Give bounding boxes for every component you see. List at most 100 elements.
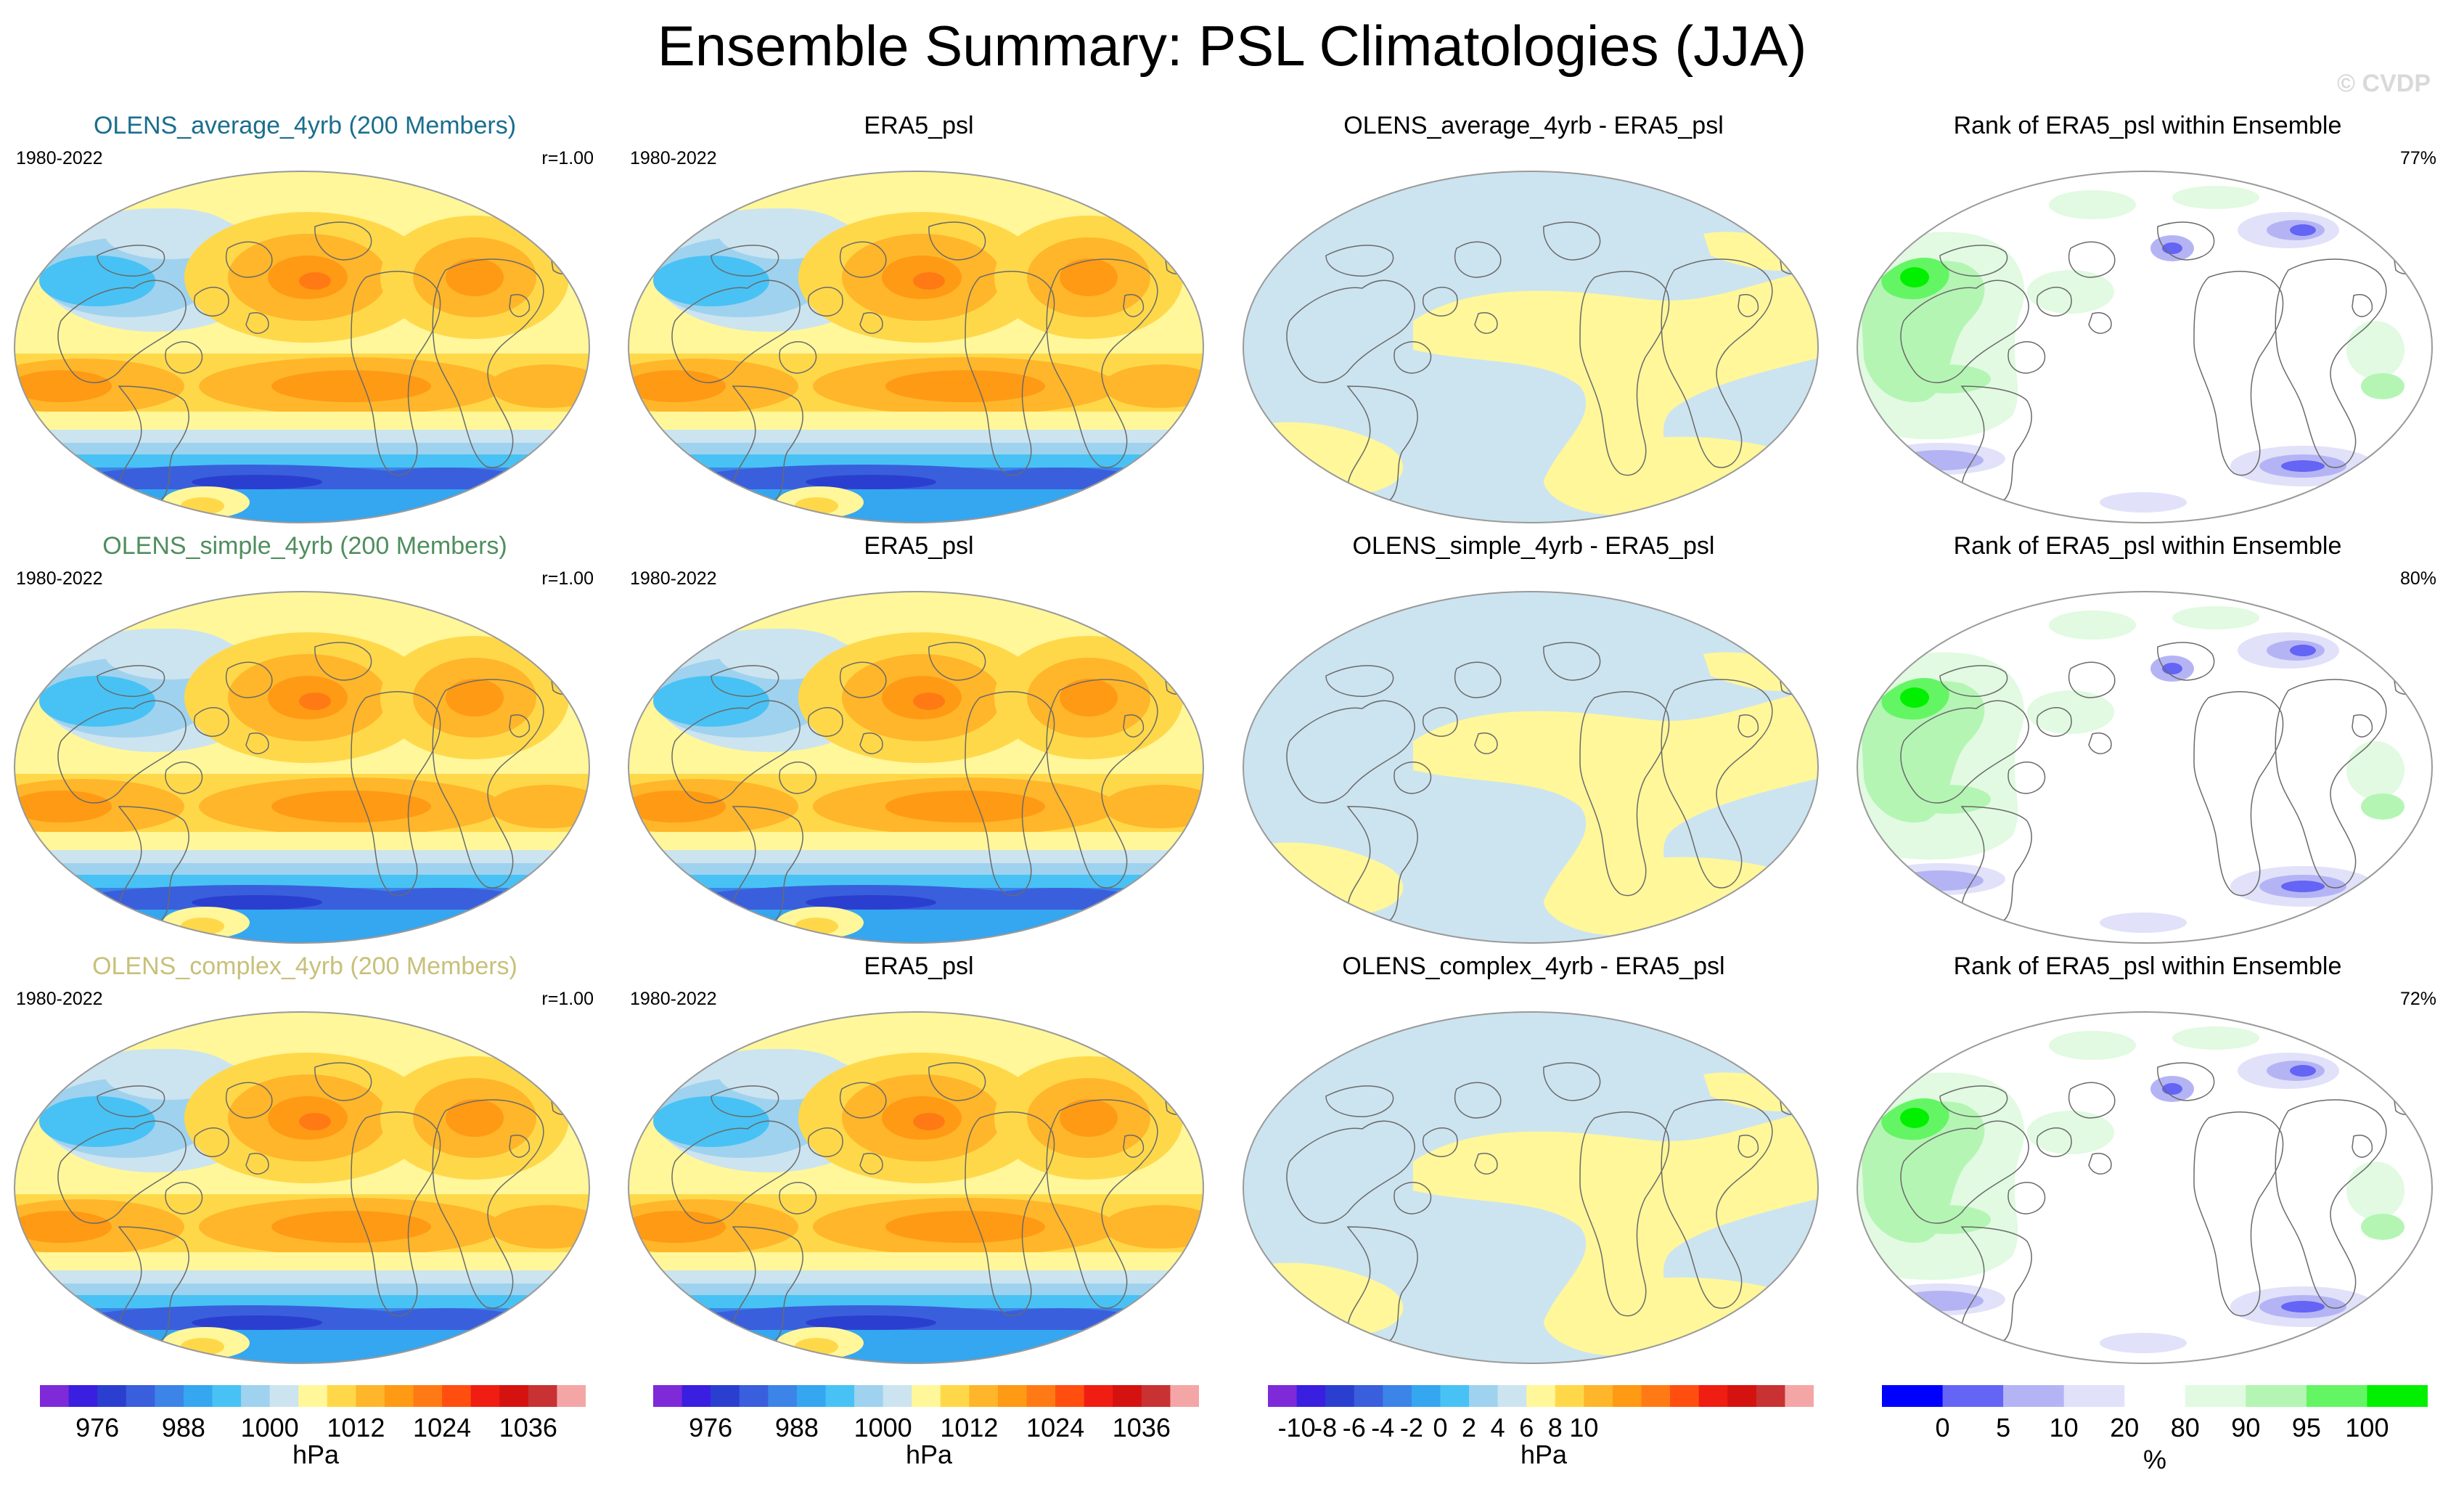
colorbar-tick: 80	[2170, 1413, 2200, 1442]
colorbar-swatch	[40, 1385, 70, 1407]
colorbar-swatch	[1141, 1385, 1171, 1407]
panel-title: Rank of ERA5_psl within Ensemble	[1953, 532, 2342, 560]
colorbar-swatch	[413, 1385, 443, 1407]
panel-title: OLENS_complex_4yrb (200 Members)	[92, 952, 517, 980]
colorbar-swatch	[1727, 1385, 1757, 1407]
colorbar-swatch	[269, 1385, 299, 1407]
field-fill	[1857, 171, 2432, 523]
colorbar-swatch	[1170, 1385, 1199, 1407]
colorbar-swatch	[1440, 1385, 1470, 1407]
colorbar-tick: 4	[1490, 1413, 1505, 1442]
colorbar-swatch	[442, 1385, 472, 1407]
colorbar-swatch	[854, 1385, 884, 1407]
period-label: 1980-2022	[16, 989, 103, 1009]
colorbar-swatch	[969, 1385, 999, 1407]
colorbar-tick: 100	[2345, 1413, 2389, 1442]
map-panel: ERA5_psl 1980-2022	[614, 112, 1224, 523]
rank-percent: 80%	[2399, 568, 2436, 589]
colorbar-swatch	[241, 1385, 271, 1407]
colorbar-swatch	[68, 1385, 98, 1407]
colorbar-swatch	[1469, 1385, 1499, 1407]
colorbar-swatch	[739, 1385, 769, 1407]
field-fill	[629, 171, 1203, 523]
colorbar-tick: 10	[2049, 1413, 2079, 1442]
colorbar-tick: 20	[2110, 1413, 2140, 1442]
colorbar-swatch	[1698, 1385, 1728, 1407]
colorbar-swatch	[1942, 1385, 2004, 1407]
period-label: 1980-2022	[16, 148, 103, 168]
colorbar-tick: 1012	[327, 1413, 385, 1442]
rank-percent: 72%	[2399, 989, 2436, 1009]
panel-title: ERA5_psl	[864, 952, 974, 980]
panel-title: OLENS_average_4yrb - ERA5_psl	[1343, 112, 1724, 139]
colorbar-swatch	[1325, 1385, 1355, 1407]
projection-map	[1857, 1011, 2433, 1364]
colorbar-tick: 976	[75, 1413, 120, 1442]
colorbar-swatch	[1612, 1385, 1642, 1407]
map-border	[1857, 171, 2433, 523]
field-fill	[1857, 1012, 2432, 1363]
colorbar-swatch	[1785, 1385, 1814, 1407]
colorbar-swatch	[1113, 1385, 1142, 1407]
map-panel: OLENS_complex_4yrb (200 Members) 1980-202…	[0, 952, 610, 1364]
colorbar-swatch	[155, 1385, 184, 1407]
colorbar-psl: 976 988 1000 1012 1024 1036 hPa	[40, 1385, 592, 1494]
projection-map	[1243, 1011, 1819, 1364]
map-panel: Rank of ERA5_psl within Ensemble 72%	[1843, 952, 2452, 1364]
map-panel: ERA5_psl 1980-2022	[614, 532, 1224, 944]
colorbar-rank: 0 5 10 20 80 90 95 100%	[1882, 1385, 2434, 1494]
map-panel: OLENS_simple_4yrb (200 Members) 1980-2022…	[0, 532, 610, 944]
colorbar-diff: -10 -8 -6 -4 -2 0 2 4 6 8 10 hPa	[1268, 1385, 1820, 1494]
field-fill	[1857, 592, 2432, 943]
colorbar-swatch	[1641, 1385, 1671, 1407]
map-panel: Rank of ERA5_psl within Ensemble 77%	[1843, 112, 2452, 523]
period-label: 1980-2022	[16, 568, 103, 589]
map-border	[1243, 1011, 1819, 1364]
colorbar-swatch	[384, 1385, 414, 1407]
colorbar-swatch	[212, 1385, 242, 1407]
map-panel: Rank of ERA5_psl within Ensemble 80%	[1843, 532, 2452, 944]
panel-title: ERA5_psl	[864, 112, 974, 139]
colorbar-swatch	[1756, 1385, 1785, 1407]
colorbar-swatch	[126, 1385, 155, 1407]
field-fill	[15, 1012, 589, 1363]
colorbar-swatch	[327, 1385, 356, 1407]
colorbar-swatch	[682, 1385, 711, 1407]
colorbar-tick: 1036	[499, 1413, 557, 1442]
colorbar-swatch	[1555, 1385, 1584, 1407]
panel-title: Rank of ERA5_psl within Ensemble	[1953, 952, 2342, 980]
colorbar-swatch	[1268, 1385, 1298, 1407]
pattern-correlation: r=1.00	[541, 989, 594, 1009]
map-border	[1857, 1011, 2433, 1364]
field-fill	[15, 592, 589, 943]
map-border	[628, 1011, 1204, 1364]
colorbar-tick: 90	[2231, 1413, 2261, 1442]
colorbar-unit: %	[2142, 1445, 2167, 1474]
panel-title: OLENS_average_4yrb (200 Members)	[93, 112, 517, 139]
map-panel: ERA5_psl 1980-2022	[614, 952, 1224, 1364]
pattern-correlation: r=1.00	[541, 568, 594, 589]
colorbar-tick: -4	[1371, 1413, 1395, 1442]
colorbar-tick: 976	[689, 1413, 733, 1442]
colorbar-swatch	[2246, 1385, 2307, 1407]
projection-map	[628, 171, 1204, 523]
colorbar-swatch	[1882, 1385, 1944, 1407]
field-fill	[1243, 171, 1818, 523]
colorbar-swatch	[1584, 1385, 1613, 1407]
colorbar-swatch	[2003, 1385, 2065, 1407]
period-label: 1980-2022	[630, 148, 717, 168]
field-fill	[629, 1012, 1203, 1363]
field-fill	[1243, 592, 1818, 943]
field-fill	[15, 171, 589, 523]
map-border	[1243, 171, 1819, 523]
period-label: 1980-2022	[630, 989, 717, 1009]
map-panel: OLENS_simple_4yrb - ERA5_psl	[1229, 532, 1838, 944]
map-border	[628, 171, 1204, 523]
colorbar-unit: hPa	[292, 1440, 340, 1469]
colorbar-swatch	[2063, 1385, 2125, 1407]
map-panel: OLENS_average_4yrb (200 Members) 1980-202…	[0, 112, 610, 523]
projection-map	[628, 1011, 1204, 1364]
map-panel: OLENS_complex_4yrb - ERA5_psl	[1229, 952, 1838, 1364]
colorbar-tick: 1000	[240, 1413, 299, 1442]
projection-map	[1857, 171, 2433, 523]
